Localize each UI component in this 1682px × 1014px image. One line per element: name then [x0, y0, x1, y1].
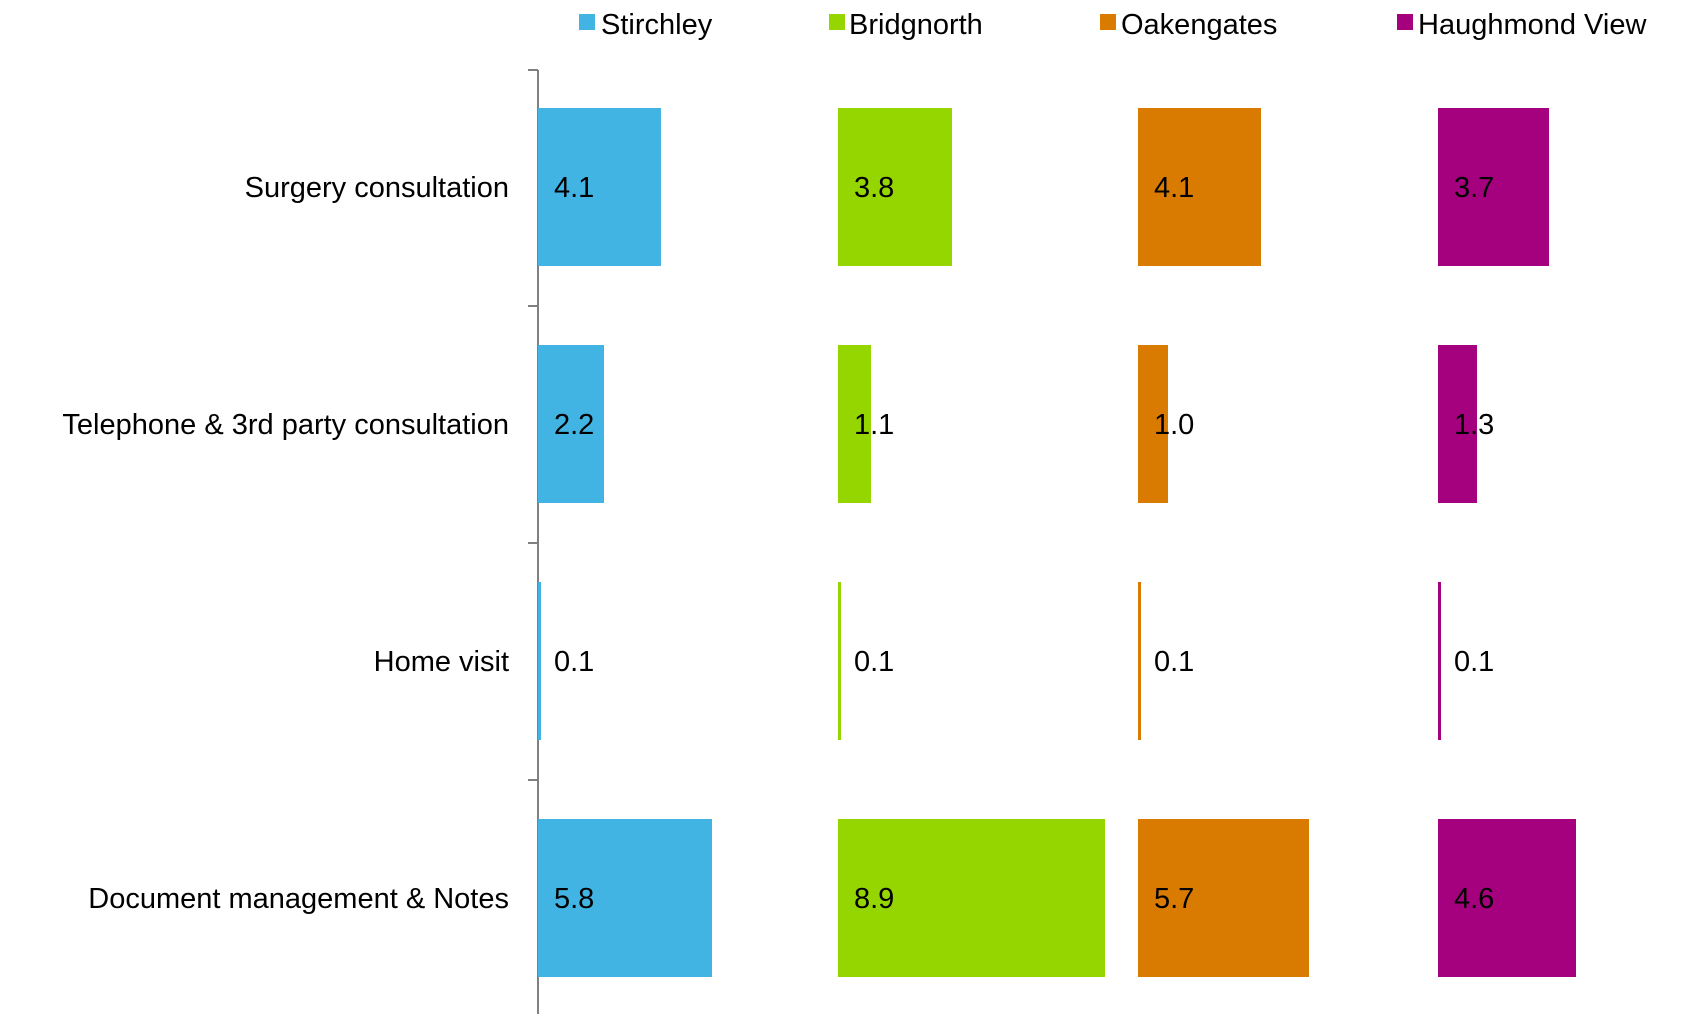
category-axis [528, 69, 539, 1014]
data-label-haughmond-view-home-visit: 0.1 [1454, 646, 1494, 678]
data-label-stirchley-home-visit: 0.1 [554, 646, 594, 678]
bar-oakengates-surgery-consultation [1138, 108, 1261, 266]
data-label-haughmond-view-document-management-and-notes: 4.6 [1454, 883, 1494, 915]
legend-label-haughmond-view: Haughmond View [1418, 9, 1647, 41]
bar-haughmond-view-surgery-consultation [1438, 108, 1549, 266]
legend: Stirchley Bridgnorth Oakengates Haughmond V… [579, 9, 1647, 41]
data-label-haughmond-view-surgery-consultation: 3.7 [1454, 172, 1494, 204]
data-label-stirchley-document-management-and-notes: 5.8 [554, 883, 594, 915]
data-labels: 4.1 2.2 0.1 5.8 3.8 1.1 0.1 8.9 4.1 1.0 0.1 5.7 3.7 1… [554, 172, 1494, 915]
bar-stirchley-home-visit [538, 582, 541, 740]
data-label-haughmond-view-telephone-and-3rd-party-consultation: 1.3 [1454, 409, 1494, 441]
category-labels: Surgery consultation Telephone & 3rd part… [62, 172, 509, 915]
bar-haughmond-view-document-management-and-notes [1438, 819, 1576, 977]
bar-stirchley-document-management-and-notes [538, 819, 712, 977]
category-label-document-management-and-notes: Document management & Notes [88, 883, 509, 915]
bar-stirchley-telephone-and-3rd-party-consultation [538, 345, 604, 503]
bar-bridgnorth-surgery-consultation [838, 108, 952, 266]
category-label-home-visit: Home visit [374, 646, 509, 678]
data-label-oakengates-home-visit: 0.1 [1154, 646, 1194, 678]
legend-swatch-bridgnorth [829, 14, 845, 30]
legend-swatch-haughmond-view [1397, 14, 1413, 30]
legend-label-bridgnorth: Bridgnorth [849, 9, 983, 41]
bar-bridgnorth-document-management-and-notes [838, 819, 1105, 977]
bar-stirchley-surgery-consultation [538, 108, 661, 266]
data-label-oakengates-document-management-and-notes: 5.7 [1154, 883, 1194, 915]
data-label-bridgnorth-telephone-and-3rd-party-consultation: 1.1 [854, 409, 894, 441]
bar-bridgnorth-home-visit [838, 582, 841, 740]
legend-label-stirchley: Stirchley [601, 9, 713, 41]
legend-swatch-stirchley [579, 14, 595, 30]
category-label-telephone-and-3rd-party-consultation: Telephone & 3rd party consultation [62, 409, 509, 441]
data-label-bridgnorth-surgery-consultation: 3.8 [854, 172, 894, 204]
data-label-bridgnorth-home-visit: 0.1 [854, 646, 894, 678]
bars [538, 108, 1576, 977]
data-label-stirchley-telephone-and-3rd-party-consultation: 2.2 [554, 409, 594, 441]
bar-oakengates-home-visit [1138, 582, 1141, 740]
bar-haughmond-view-telephone-and-3rd-party-consultation [1438, 345, 1477, 503]
bar-oakengates-document-management-and-notes [1138, 819, 1309, 977]
bar-haughmond-view-home-visit [1438, 582, 1441, 740]
legend-swatch-oakengates [1100, 14, 1116, 30]
data-label-oakengates-telephone-and-3rd-party-consultation: 1.0 [1154, 409, 1194, 441]
data-label-oakengates-surgery-consultation: 4.1 [1154, 172, 1194, 204]
category-label-surgery-consultation: Surgery consultation [245, 172, 509, 204]
bar-bridgnorth-telephone-and-3rd-party-consultation [838, 345, 871, 503]
legend-label-oakengates: Oakengates [1121, 9, 1277, 41]
data-label-stirchley-surgery-consultation: 4.1 [554, 172, 594, 204]
bar-oakengates-telephone-and-3rd-party-consultation [1138, 345, 1168, 503]
data-label-bridgnorth-document-management-and-notes: 8.9 [854, 883, 894, 915]
